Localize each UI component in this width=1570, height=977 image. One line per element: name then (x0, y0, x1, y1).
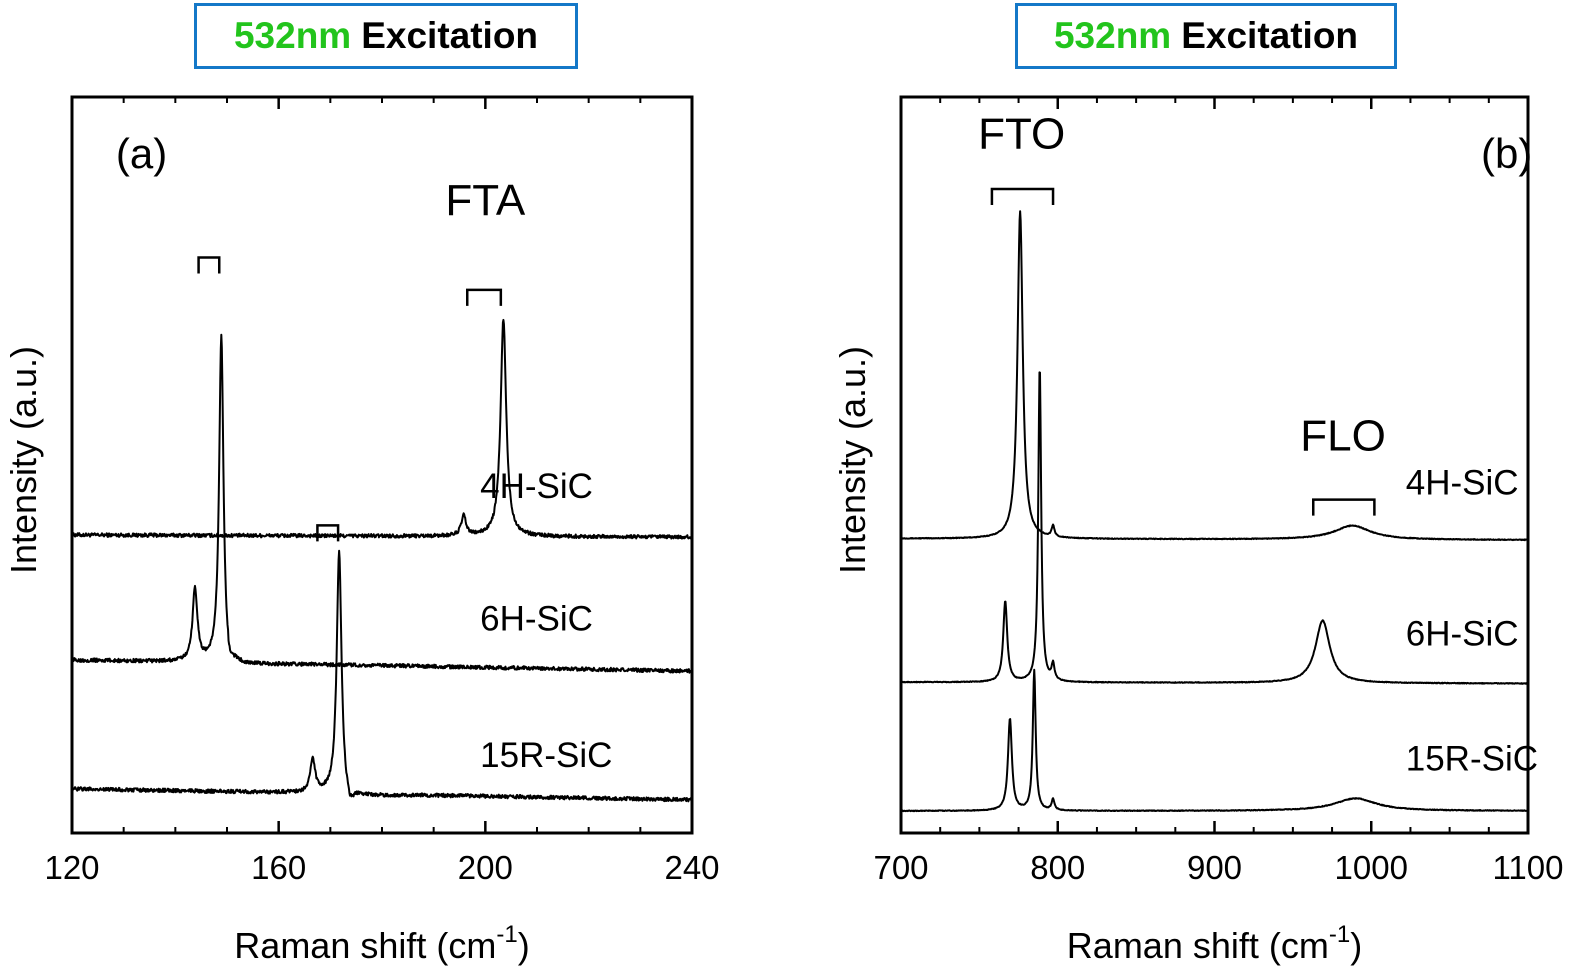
panel-b-x-axis-label-main: Raman shift (cm (1067, 925, 1329, 966)
panel-b-spectrum-6h-sic (900, 371, 1529, 685)
panel-b-x-tick-label: 800 (1030, 849, 1085, 886)
panel-a-annotation-fta: FTA (445, 176, 525, 225)
panel-a-title: 532nm Excitation (194, 3, 578, 69)
panel-a-panel-label: (a) (116, 130, 167, 177)
panel-b-series-label-4h-sic: 4H-SiC (1406, 463, 1519, 502)
panel-a-y-axis-label: Intensity (a.u.) (3, 346, 44, 574)
panel-a-bracket (197, 256, 221, 274)
panel-a-x-tick-label: 160 (251, 849, 306, 886)
panel-b-bracket (990, 187, 1055, 205)
panel-a-x-tick-label: 240 (664, 849, 719, 886)
panel-b-annotation-flo: FLO (1300, 411, 1386, 460)
panel-a-spectrum-15r-sic (71, 549, 693, 803)
panel-a-plot-frame (70, 95, 694, 835)
panel-a-title-wavelength: 532nm (233, 15, 352, 56)
panel-b-x-axis-label-superscript: -1 (1329, 921, 1350, 948)
panel-b-x-tick-label: 700 (873, 849, 928, 886)
panel-b-annotation-fto: FTO (978, 110, 1065, 159)
panel-a-bracket (466, 288, 503, 306)
panel-b-x-axis-label-close: ) (1350, 925, 1362, 966)
panel-b-x-axis-label: Raman shift (cm-1) (1067, 921, 1362, 966)
panel-a-series-label-4h-sic: 4H-SiC (480, 467, 593, 506)
panel-a-chart: 120 160 200 240 Raman shift (cm-1) Intensity … (3, 95, 720, 966)
panel-a-x-tick-label: 200 (458, 849, 513, 886)
panel-a-series-label-6h-sic: 6H-SiC (480, 600, 593, 639)
panel-b-spectrum-15r-sic (900, 668, 1529, 813)
panel-b-title-text: Excitation (1181, 15, 1359, 56)
panel-b-title-wavelength: 532nm (1053, 15, 1172, 56)
panel-b-x-tick-label: 1100 (1493, 849, 1564, 886)
panel-b-x-tick-label: 900 (1187, 849, 1242, 886)
panel-b-x-tick-label: 1000 (1335, 849, 1408, 886)
panel-a-title-text: Excitation (361, 15, 539, 56)
panel-b-series-label-6h-sic: 6H-SiC (1406, 614, 1519, 653)
panel-b-panel-label: (b) (1481, 130, 1532, 177)
panel-b-series-label-15r-sic: 15R-SiC (1406, 739, 1538, 778)
panel-a-x-tick-label: 120 (44, 849, 99, 886)
panel-a-x-axis-label: Raman shift (cm-1) (234, 921, 529, 966)
panel-a-x-axis-label-close: ) (518, 925, 530, 966)
panel-a-x-axis-label-superscript: -1 (496, 921, 517, 948)
panel-b-spectrum-4h-sic (900, 210, 1529, 542)
panel-b-bracket (1312, 498, 1376, 516)
panel-a-spectrum-6h-sic (71, 333, 693, 674)
panel-a-x-axis-label-main: Raman shift (cm (234, 925, 496, 966)
panel-a-series-label-15r-sic: 15R-SiC (480, 736, 612, 775)
panel-b-title: 532nm Excitation (1015, 3, 1397, 69)
panel-a-spectrum-4h-sic (71, 318, 693, 540)
panel-b-y-axis-label: Intensity (a.u.) (832, 346, 873, 574)
panel-b-chart: 700 800 900 1000 1100 Raman shift (cm-1) Inten… (832, 95, 1564, 966)
